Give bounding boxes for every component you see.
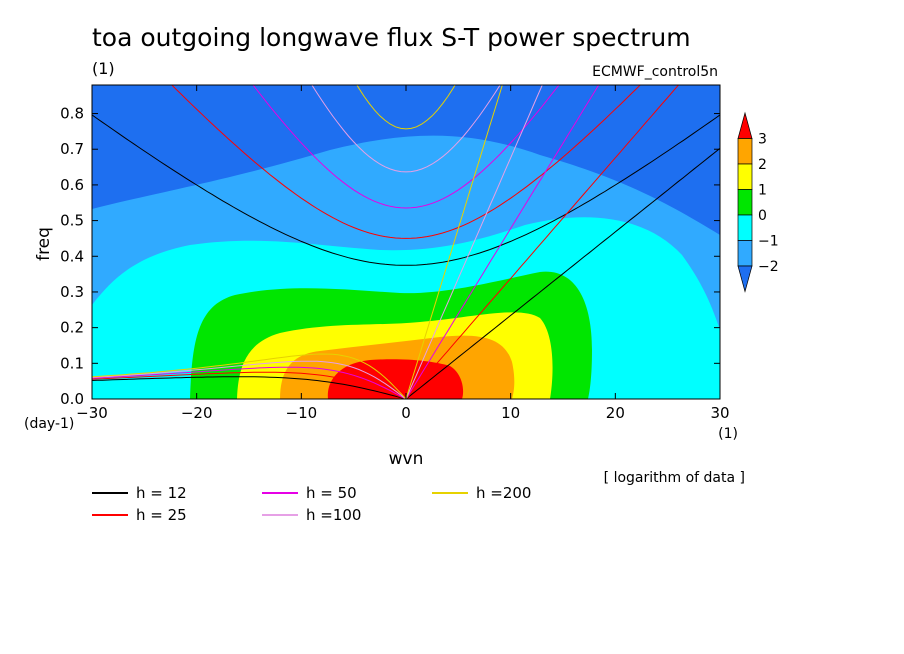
rossby-curve	[92, 376, 407, 399]
y-axis-title: freq	[34, 227, 54, 261]
y-tick-label: 0.3	[60, 283, 84, 301]
y-tick-label: 0.0	[60, 390, 84, 408]
y-tick-label: 0.2	[60, 319, 84, 337]
legend-label: h = 50	[306, 484, 357, 502]
log-note: [ logarithm of data ]	[604, 470, 745, 486]
gravity-curve	[356, 85, 456, 130]
legend-label: h =200	[476, 484, 531, 502]
rossby-curve	[92, 360, 407, 399]
kelvin-curve	[405, 85, 543, 399]
colorbar-bottom-arrow	[737, 265, 753, 293]
y-tick-label: 0.8	[60, 105, 84, 123]
x-tick-label: −30	[76, 404, 108, 422]
colorbar-label: −1	[758, 234, 779, 250]
y-tick-label: 0.7	[60, 140, 84, 158]
y-tick-label: 0.6	[60, 176, 84, 194]
kelvin-curve	[405, 85, 503, 399]
y-axis: 0.0 0.1 0.2 0.3 0.4 0.5 0.6 0.7 0.8	[60, 105, 720, 408]
x-tick-label: 0	[401, 404, 411, 422]
y-tick-label: 0.5	[60, 212, 84, 230]
x-axis: −30 −20 −10 0 10 20 30	[76, 85, 730, 422]
x-axis-unit: (1)	[718, 426, 738, 442]
x-tick-label: 10	[501, 404, 520, 422]
colorbar-segment	[737, 240, 753, 267]
chart-unit-left: (1)	[92, 59, 115, 78]
colorbar-segment	[737, 163, 753, 190]
dispersion-curves	[92, 85, 720, 399]
rossby-curve	[92, 353, 407, 399]
colorbar-label: 1	[758, 183, 767, 199]
rossby-curve	[92, 371, 407, 399]
colorbar-label: −2	[758, 259, 779, 275]
y-tick-label: 0.4	[60, 247, 84, 265]
chart-title: toa outgoing longwave flux S-T power spe…	[92, 23, 691, 52]
gravity-curve	[252, 85, 560, 209]
legend-label: h = 12	[136, 484, 187, 502]
colorbar-label: 2	[758, 157, 767, 173]
colorbar: −2 −1 0 1 2 3	[737, 111, 779, 293]
x-axis-title: wvn	[389, 449, 424, 469]
gravity-curve	[171, 85, 641, 239]
kelvin-curve	[405, 85, 600, 399]
x-tick-label: 20	[606, 404, 625, 422]
colorbar-segment	[737, 189, 753, 216]
x-tick-label: 30	[710, 404, 729, 422]
legend-label: h = 25	[136, 506, 187, 524]
kelvin-curve	[405, 147, 720, 399]
curve-legend: h = 12 h = 25 h = 50 h =100 h =200	[92, 484, 531, 524]
y-tick-label: 0.1	[60, 354, 84, 372]
colorbar-top-arrow	[737, 111, 753, 139]
x-tick-label: −10	[286, 404, 318, 422]
chart-source-label: ECMWF_control5n	[592, 64, 718, 80]
colorbar-label: 3	[758, 132, 767, 148]
kelvin-curve	[405, 85, 680, 399]
gravity-curve	[311, 85, 501, 173]
plot-area	[92, 85, 720, 399]
band-gt-3	[327, 359, 464, 399]
rossby-curve	[92, 366, 407, 399]
y-axis-unit: (day-1)	[24, 416, 74, 432]
legend-label: h =100	[306, 506, 361, 524]
colorbar-label: 0	[758, 208, 767, 224]
colorbar-segment	[737, 214, 753, 241]
x-tick-label: −20	[181, 404, 213, 422]
colorbar-segment	[737, 138, 753, 165]
gravity-curve	[92, 114, 720, 266]
